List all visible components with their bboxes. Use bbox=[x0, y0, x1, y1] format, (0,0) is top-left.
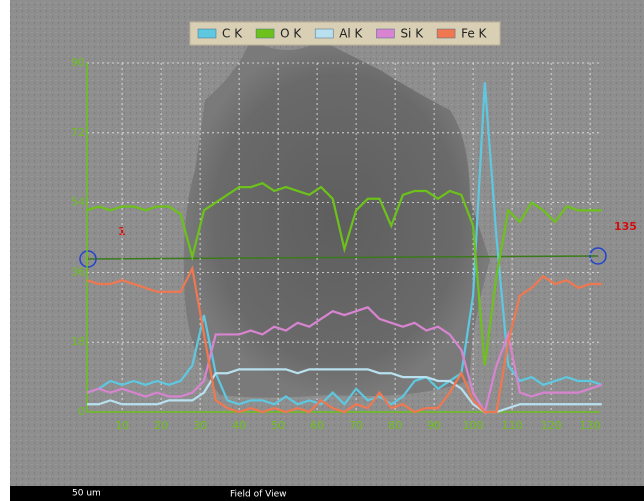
y-tick-label: 18 bbox=[71, 335, 85, 348]
legend-swatch bbox=[315, 29, 333, 38]
legend-swatch bbox=[198, 29, 216, 38]
scale-bar-label: 50 um bbox=[72, 489, 101, 499]
scan-start-label: 1 bbox=[118, 225, 126, 238]
y-tick-label: 72 bbox=[71, 126, 85, 139]
x-tick-label: 70 bbox=[349, 419, 363, 432]
legend-label: Al K bbox=[339, 27, 363, 41]
footer-label: Field of View bbox=[230, 490, 287, 500]
y-tick-label: 54 bbox=[71, 196, 85, 209]
y-tick-label: 0 bbox=[78, 405, 85, 418]
x-tick-label: 120 bbox=[541, 419, 562, 432]
x-tick-label: 50 bbox=[271, 419, 285, 432]
legend-label: O K bbox=[280, 27, 302, 41]
legend-label: C K bbox=[222, 27, 243, 41]
x-tick-label: 100 bbox=[463, 419, 484, 432]
x-tick-label: 20 bbox=[154, 419, 168, 432]
x-tick-label: 80 bbox=[388, 419, 402, 432]
x-tick-label: 30 bbox=[193, 419, 207, 432]
legend-swatch bbox=[437, 29, 455, 38]
x-tick-label: 130 bbox=[580, 419, 601, 432]
legend-swatch bbox=[256, 29, 274, 38]
y-tick-label: 36 bbox=[71, 265, 85, 278]
chart: 50 um Field of View 1 135 0 18 36 54 72 90 10 2… bbox=[0, 0, 644, 501]
info-bar bbox=[10, 486, 644, 501]
legend-label: Si K bbox=[400, 27, 424, 41]
legend-label: Fe K bbox=[461, 27, 487, 41]
x-tick-label: 60 bbox=[310, 419, 324, 432]
x-tick-label: 110 bbox=[502, 419, 523, 432]
x-tick-label: 10 bbox=[115, 419, 129, 432]
x-tick-label: 40 bbox=[232, 419, 246, 432]
y-tick-label: 90 bbox=[71, 56, 85, 69]
legend-swatch bbox=[376, 29, 394, 38]
scan-end-label: 135 bbox=[614, 220, 637, 233]
x-tick-label: 90 bbox=[427, 419, 441, 432]
